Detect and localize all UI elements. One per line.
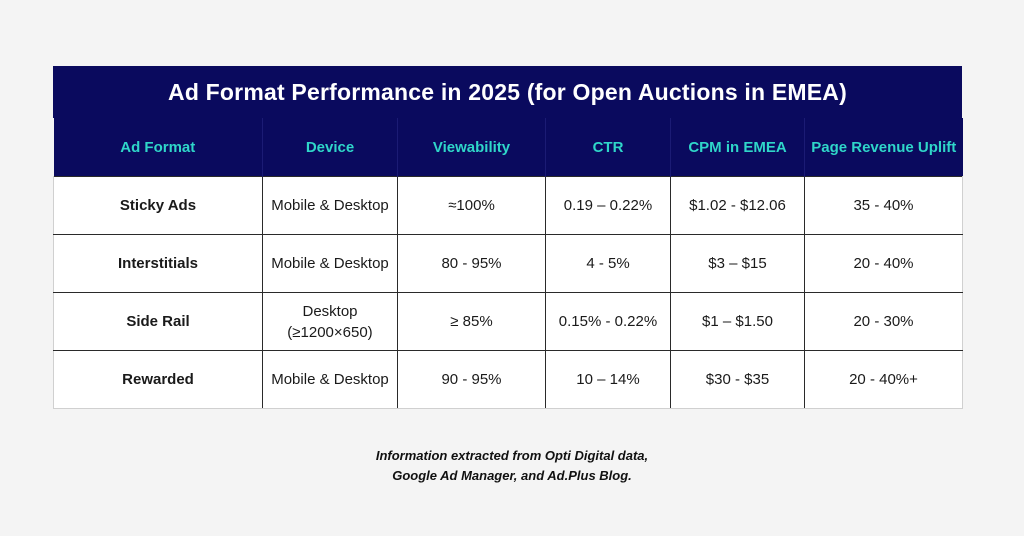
cell-ad-format: Rewarded [53,350,263,409]
cell-uplift: 35 - 40% [804,176,963,235]
cell-device: Mobile & Desktop [262,176,398,235]
cell-viewability: ≈100% [397,176,546,235]
cell-cpm: $1.02 - $12.06 [670,176,805,235]
column-header-page-revenue-uplift: Page Revenue Uplift [804,118,963,177]
source-footnote: Information extracted from Opti Digital … [0,446,1024,486]
header-row: Ad Format Device Viewability CTR CPM in … [53,118,963,177]
footnote-line-2: Google Ad Manager, and Ad.Plus Blog. [392,468,632,483]
column-header-viewability: Viewability [397,118,546,177]
cell-cpm: $1 – $1.50 [670,292,805,351]
cell-device: Desktop (≥1200×650) [262,292,398,351]
cell-ctr: 0.19 – 0.22% [545,176,671,235]
column-header-cpm: CPM in EMEA [670,118,805,177]
column-header-device: Device [262,118,398,177]
table-row: Interstitials Mobile & Desktop 80 - 95% … [53,234,963,293]
cell-cpm: $3 – $15 [670,234,805,293]
table-row: Side Rail Desktop (≥1200×650) ≥ 85% 0.15… [53,292,963,351]
cell-device: Mobile & Desktop [262,350,398,409]
column-header-ad-format: Ad Format [53,118,263,177]
cell-viewability: 80 - 95% [397,234,546,293]
cell-ad-format: Side Rail [53,292,263,351]
performance-table: Ad Format Device Viewability CTR CPM in … [53,118,963,409]
footnote-line-1: Information extracted from Opti Digital … [375,448,649,463]
cell-ad-format: Sticky Ads [53,176,263,235]
column-header-ctr: CTR [545,118,671,177]
cell-uplift: 20 - 40% [804,234,963,293]
performance-table-card: Ad Format Performance in 2025 (for Open … [53,66,963,409]
cell-viewability: ≥ 85% [397,292,546,351]
cell-uplift: 20 - 30% [804,292,963,351]
cell-ctr: 0.15% - 0.22% [545,292,671,351]
table-row: Sticky Ads Mobile & Desktop ≈100% 0.19 –… [53,176,963,235]
cell-viewability: 90 - 95% [397,350,546,409]
cell-ad-format: Interstitials [53,234,263,293]
cell-uplift: 20 - 40%+ [804,350,963,409]
cell-device: Mobile & Desktop [262,234,398,293]
cell-ctr: 10 – 14% [545,350,671,409]
cell-cpm: $30 - $35 [670,350,805,409]
cell-ctr: 4 - 5% [545,234,671,293]
table-title: Ad Format Performance in 2025 (for Open … [53,66,962,118]
table-row: Rewarded Mobile & Desktop 90 - 95% 10 – … [53,350,963,409]
